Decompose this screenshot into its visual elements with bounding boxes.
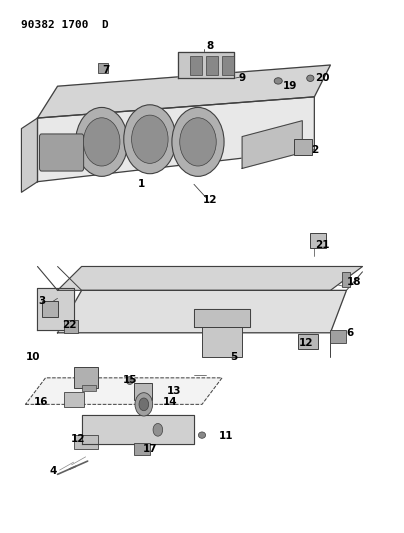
Polygon shape <box>82 415 194 444</box>
Polygon shape <box>57 266 362 290</box>
Bar <box>134 443 150 455</box>
Circle shape <box>132 115 168 164</box>
Text: 10: 10 <box>26 352 41 361</box>
Bar <box>310 233 326 248</box>
Bar <box>82 385 96 391</box>
FancyBboxPatch shape <box>40 134 84 171</box>
Bar <box>74 367 98 389</box>
Circle shape <box>180 118 216 166</box>
Ellipse shape <box>307 75 314 82</box>
Text: 17: 17 <box>143 445 157 455</box>
Bar <box>202 327 242 357</box>
Text: 5: 5 <box>230 352 238 361</box>
Text: 11: 11 <box>219 431 234 441</box>
Text: 90382 1700  D: 90382 1700 D <box>21 20 109 30</box>
Text: 19: 19 <box>283 81 297 91</box>
Text: 3: 3 <box>38 296 45 306</box>
Bar <box>63 319 78 333</box>
Circle shape <box>124 105 176 174</box>
Bar <box>206 56 218 75</box>
Ellipse shape <box>274 78 282 84</box>
Text: 21: 21 <box>315 240 330 251</box>
Text: 12: 12 <box>70 434 85 444</box>
Text: 6: 6 <box>347 328 354 338</box>
Text: 14: 14 <box>162 397 177 407</box>
Text: 12: 12 <box>299 338 314 349</box>
Circle shape <box>172 108 224 176</box>
Polygon shape <box>38 288 74 330</box>
Polygon shape <box>38 65 330 118</box>
Text: 9: 9 <box>238 73 246 83</box>
Text: 20: 20 <box>315 73 330 83</box>
Text: 4: 4 <box>50 466 57 475</box>
Text: 18: 18 <box>347 277 362 287</box>
Text: 8: 8 <box>206 42 214 52</box>
Bar <box>134 383 152 400</box>
Circle shape <box>153 423 163 436</box>
Text: 22: 22 <box>62 320 77 330</box>
Text: 15: 15 <box>122 375 137 385</box>
Polygon shape <box>178 52 234 78</box>
Circle shape <box>76 108 128 176</box>
Text: 2: 2 <box>311 145 318 155</box>
Bar <box>74 434 98 449</box>
Bar <box>294 139 312 155</box>
Ellipse shape <box>126 376 133 384</box>
Text: 1: 1 <box>138 179 145 189</box>
Bar <box>42 301 57 317</box>
Text: 13: 13 <box>167 386 181 396</box>
Bar <box>98 63 108 73</box>
Text: 16: 16 <box>34 397 49 407</box>
Bar <box>63 392 84 407</box>
Bar <box>330 330 347 343</box>
Circle shape <box>135 393 153 416</box>
Text: 7: 7 <box>102 66 109 75</box>
Bar <box>222 56 234 75</box>
Bar <box>190 56 202 75</box>
Bar <box>298 334 318 349</box>
Polygon shape <box>194 309 250 327</box>
Polygon shape <box>21 118 38 192</box>
Circle shape <box>84 118 120 166</box>
Ellipse shape <box>198 432 206 438</box>
Polygon shape <box>25 378 222 405</box>
Circle shape <box>139 398 149 411</box>
Text: 12: 12 <box>203 195 217 205</box>
Polygon shape <box>38 97 314 182</box>
Bar <box>343 272 349 287</box>
Polygon shape <box>57 290 347 333</box>
Polygon shape <box>242 120 302 168</box>
